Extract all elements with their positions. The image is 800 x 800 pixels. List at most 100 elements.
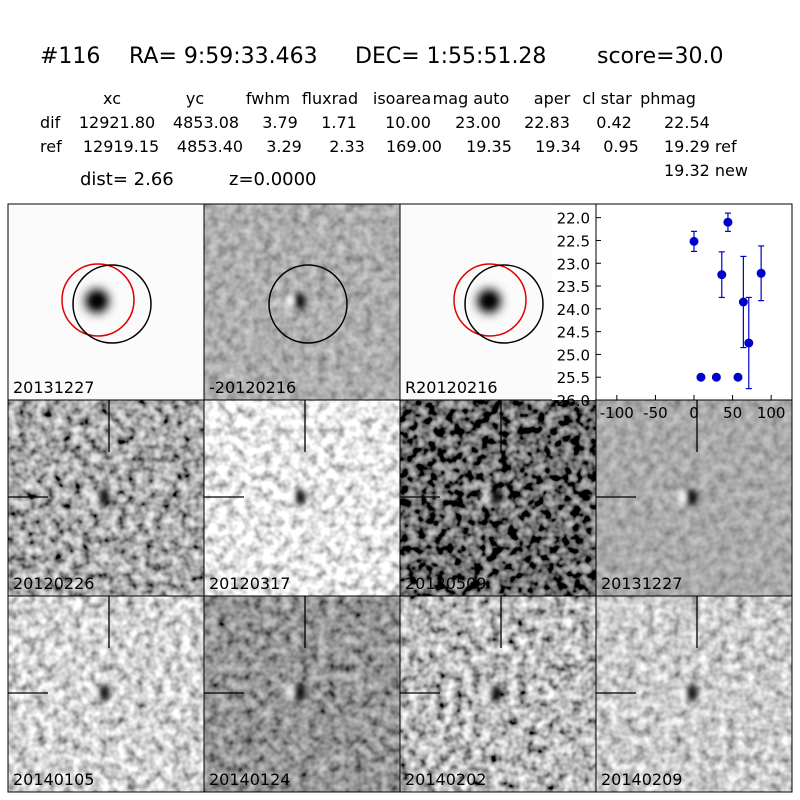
data-point <box>744 338 754 348</box>
column-header: isoarea <box>373 89 431 108</box>
row-label: ref <box>40 137 62 156</box>
y-tick-label: 22.5 <box>557 232 590 250</box>
source-bright <box>285 490 295 504</box>
data-point <box>733 372 743 382</box>
phmag-new: 19.32 new <box>664 161 748 180</box>
data-point <box>738 297 748 307</box>
panel-label: 20140124 <box>209 770 290 789</box>
plot-frame <box>595 203 793 401</box>
image-panel: 20120509 <box>399 399 597 597</box>
x-tick-label: 50 <box>723 404 742 422</box>
source-dark <box>294 685 306 701</box>
x-tick-label: 0 <box>689 404 699 422</box>
source-bright <box>677 490 687 504</box>
table-cell: 0.42 <box>596 113 632 132</box>
source-dark <box>686 685 698 701</box>
table-cell: 169.00 <box>386 137 442 156</box>
panel-label: 20120509 <box>405 574 486 593</box>
data-point <box>717 270 727 280</box>
panel-label: 20140209 <box>601 770 682 789</box>
dist: dist= 2.66 <box>80 169 174 190</box>
source-dark <box>490 489 502 505</box>
source-dark <box>686 489 698 505</box>
image-panel: 20120317 <box>203 399 401 597</box>
data-point <box>696 372 706 382</box>
table-cell: 12921.80 <box>79 113 155 132</box>
column-header: xc <box>103 89 121 108</box>
source-bright <box>89 686 99 700</box>
source-bright <box>285 294 295 308</box>
source-bright <box>677 686 687 700</box>
column-header: phmag <box>640 89 696 108</box>
column-header: fwhm <box>246 89 290 108</box>
y-tick-label: 26.0 <box>557 392 590 410</box>
table-cell: 23.00 <box>455 113 501 132</box>
table-cell: 19.35 <box>466 137 512 156</box>
data-point <box>723 217 733 227</box>
aperture <box>72 264 152 344</box>
table-cell: 19.34 <box>535 137 581 156</box>
source-bright <box>89 490 99 504</box>
panel-label: -20120216 <box>209 378 296 397</box>
data-point <box>689 236 699 246</box>
table-cell: 3.79 <box>262 113 298 132</box>
table-cell: 3.29 <box>266 137 302 156</box>
image-panel: 20131227 <box>7 203 205 401</box>
y-tick-label: 23.5 <box>557 278 590 296</box>
source-core <box>484 296 494 306</box>
table-cell: 12919.15 <box>83 137 159 156</box>
x-tick-label: 100 <box>757 404 786 422</box>
source-dark <box>98 685 110 701</box>
y-tick-label: 25.5 <box>557 369 590 387</box>
column-header: aper <box>534 89 571 108</box>
panel-label: 20120226 <box>13 574 94 593</box>
table-cell: 10.00 <box>385 113 431 132</box>
data-point <box>711 372 721 382</box>
y-tick-label: 24.0 <box>557 301 590 319</box>
source-bright <box>481 490 491 504</box>
aperture-ref <box>453 263 527 337</box>
score: score=30.0 <box>597 44 724 69</box>
table-cell: 4853.08 <box>173 113 239 132</box>
column-header: fluxrad <box>302 89 358 108</box>
x-tick-label: -50 <box>643 404 668 422</box>
y-tick-label: 24.5 <box>557 324 590 342</box>
column-header: yc <box>186 89 204 108</box>
redshift: z=0.0000 <box>229 169 317 190</box>
row-label: dif <box>40 113 61 132</box>
image-panel: 20140209 <box>595 595 793 793</box>
table-cell: 4853.40 <box>177 137 243 156</box>
panel-label: 20131227 <box>13 378 94 397</box>
aperture-ref <box>61 263 135 337</box>
image-panel: -20120216 <box>203 203 401 401</box>
y-tick-label: 22.0 <box>557 210 590 228</box>
panel-label: 20131227 <box>601 574 682 593</box>
table-cell: 2.33 <box>329 137 365 156</box>
column-header: cl star <box>582 89 632 108</box>
table-cell: 1.71 <box>321 113 357 132</box>
data-point <box>756 268 766 278</box>
panel-label: 20140202 <box>405 770 486 789</box>
source-bright <box>285 686 295 700</box>
plot-label-bg <box>552 206 595 400</box>
candidate-id: #116 <box>40 44 100 69</box>
image-panel: 20140202 <box>399 595 597 793</box>
panel-label: 20140105 <box>13 770 94 789</box>
image-panel: 20120226 <box>7 399 205 597</box>
table-cell: 0.95 <box>603 137 639 156</box>
panel-label: 20120317 <box>209 574 290 593</box>
source-dark <box>490 685 502 701</box>
y-tick-label: 23.0 <box>557 255 590 273</box>
source-core <box>92 296 102 306</box>
x-tick-label: -100 <box>600 404 634 422</box>
image-panel: 20140105 <box>7 595 205 793</box>
ra: RA= 9:59:33.463 <box>129 44 318 69</box>
table-cell: 19.29 ref <box>664 137 737 156</box>
source-dark <box>294 293 306 309</box>
source-bright <box>481 686 491 700</box>
panel-label: R20120216 <box>405 378 498 397</box>
aperture <box>464 264 544 344</box>
dec: DEC= 1:55:51.28 <box>355 44 546 69</box>
y-tick-label: 25.0 <box>557 346 590 364</box>
